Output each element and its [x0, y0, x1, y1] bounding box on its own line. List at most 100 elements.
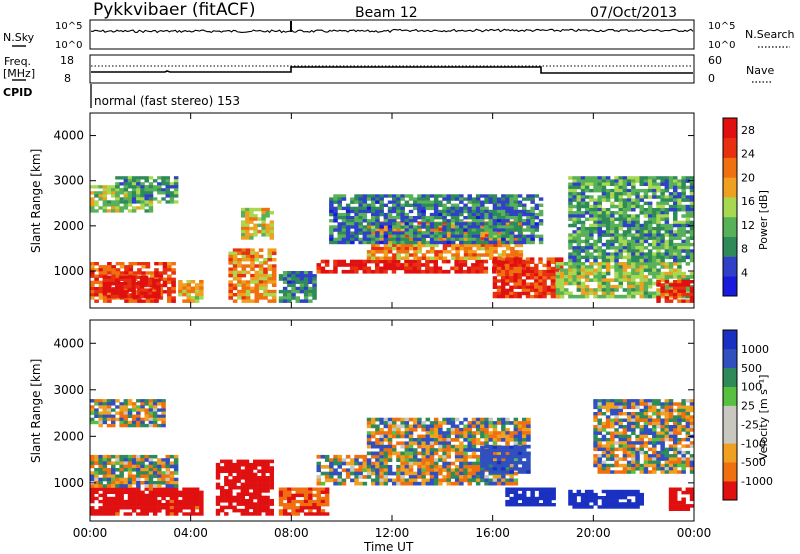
power-cell — [245, 207, 250, 212]
power-cell — [635, 198, 640, 202]
velocity-cell — [248, 476, 254, 480]
power-cell — [631, 192, 636, 196]
power-cell — [513, 203, 519, 207]
power-cell — [513, 225, 519, 229]
power-cell — [677, 275, 682, 279]
power-cell — [237, 280, 242, 284]
power-cell — [631, 204, 636, 209]
power-cell — [677, 185, 682, 190]
power-cell — [258, 296, 264, 300]
velocity-cell — [299, 503, 305, 507]
velocity-cell — [446, 434, 451, 439]
power-cell — [162, 268, 168, 272]
power-cell — [425, 221, 431, 225]
power-cell — [568, 182, 573, 186]
velocity-cell — [433, 465, 439, 469]
power-cell — [471, 212, 477, 217]
power-cell — [156, 288, 161, 292]
power-cell — [143, 291, 149, 296]
power-cell — [261, 229, 266, 234]
velocity-cell — [253, 462, 258, 467]
velocity-cell — [111, 487, 116, 491]
velocity-cell — [417, 465, 422, 469]
nsky-tick-top: 10^5 — [55, 21, 82, 32]
power-cell — [681, 280, 686, 284]
velocity-cell — [244, 466, 250, 470]
velocity-cell — [358, 481, 363, 486]
power-cell — [295, 274, 300, 278]
power-cell — [396, 197, 401, 201]
power-cell — [538, 212, 544, 217]
power-cell — [148, 281, 153, 286]
velocity-cell — [232, 466, 237, 470]
power-cell — [509, 276, 514, 280]
velocity-cell — [169, 509, 175, 513]
velocity-cell — [94, 468, 99, 472]
power-cell — [580, 204, 586, 209]
velocity-cell — [190, 487, 196, 491]
power-cell — [158, 287, 164, 291]
power-cell — [267, 293, 273, 297]
power-cell — [371, 222, 376, 226]
velocity-cell — [459, 448, 464, 452]
power-cell — [509, 206, 514, 211]
power-cell — [681, 182, 686, 186]
velocity-cell — [576, 505, 582, 509]
velocity-cell — [98, 420, 103, 425]
velocity-cell — [119, 402, 124, 406]
power-cell — [241, 226, 246, 231]
power-cell — [664, 233, 670, 237]
power-cell — [568, 268, 573, 273]
velocity-cell — [589, 489, 594, 494]
velocity-cell — [626, 499, 632, 503]
power-cell — [241, 214, 246, 218]
power-cell — [492, 240, 498, 245]
velocity-cell — [173, 487, 179, 491]
velocity-cell — [248, 512, 254, 516]
velocity-cell — [127, 512, 133, 516]
velocity-cell — [509, 461, 514, 465]
power-cell — [643, 195, 649, 199]
power-cell — [484, 197, 489, 201]
velocity-cell — [513, 424, 519, 429]
power-cell — [167, 290, 172, 294]
power-cell — [475, 228, 481, 232]
velocity-cell — [111, 509, 116, 513]
power-cell — [526, 222, 531, 226]
power-cell — [245, 293, 251, 297]
power-cell — [140, 203, 145, 207]
velocity-cell — [308, 512, 313, 516]
power-cell — [673, 220, 678, 225]
power-cell — [106, 191, 112, 195]
power-cell — [593, 262, 598, 266]
power-cell — [635, 223, 640, 228]
power-cell — [597, 294, 602, 299]
power-cell — [258, 261, 264, 265]
power-cell — [572, 236, 577, 240]
power-cell — [584, 195, 590, 199]
power-cell — [263, 296, 268, 300]
velocity-cell — [517, 451, 523, 456]
velocity-cell — [538, 487, 544, 491]
power-cell — [652, 192, 657, 196]
power-cell — [677, 179, 682, 183]
power-cell — [94, 191, 99, 195]
velocity-cell — [224, 495, 229, 500]
power-cell — [106, 288, 112, 292]
velocity-cell — [308, 499, 313, 504]
power-cell — [245, 226, 250, 231]
power-cell — [643, 294, 649, 299]
power-cell — [425, 216, 431, 220]
power-cell — [167, 296, 172, 300]
velocity-cell — [220, 505, 225, 510]
power-cell — [400, 263, 405, 267]
velocity-cell — [111, 417, 116, 422]
power-cell — [618, 220, 623, 225]
power-cell — [589, 242, 594, 247]
velocity-cell — [106, 487, 112, 491]
velocity-cell — [157, 461, 162, 465]
velocity-cell — [601, 496, 607, 500]
velocity-cell — [111, 512, 116, 516]
velocity-cell — [543, 487, 548, 491]
power-cell — [488, 240, 493, 245]
